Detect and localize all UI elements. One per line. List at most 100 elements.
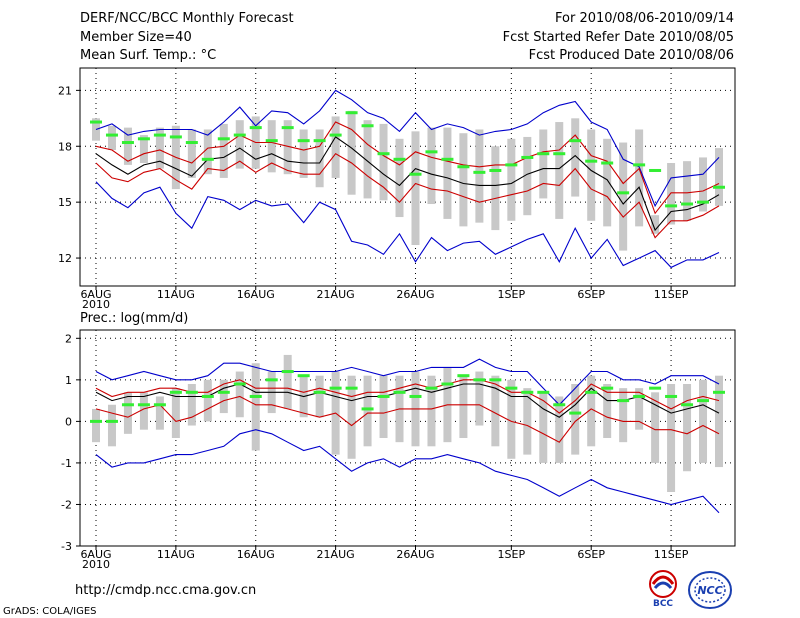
x-tick-label: 26AUG (396, 288, 434, 301)
observed-mark (409, 394, 422, 398)
x-tick-label: 26AUG (396, 548, 434, 561)
spread-box (379, 123, 388, 201)
spread-box (92, 408, 100, 443)
x-tick-label: 6SEP (577, 288, 605, 301)
observed-mark (425, 150, 438, 154)
spread-box (123, 392, 132, 434)
ncc-logo-icon: NCC (688, 571, 732, 609)
observed-mark (585, 159, 598, 163)
spread-box (171, 388, 180, 438)
observed-mark (393, 157, 406, 161)
observed-mark (217, 390, 230, 394)
x-tick-label: 11AUG (157, 288, 195, 301)
spread-box (571, 118, 580, 197)
observed-mark (169, 135, 182, 139)
observed-mark (377, 394, 390, 398)
spread-box (459, 133, 468, 227)
spread-box (107, 125, 116, 150)
spread-box (379, 375, 388, 438)
observed-mark (681, 403, 694, 407)
observed-mark (521, 390, 534, 394)
x-tick-label: 21AUG (317, 288, 355, 301)
observed-mark (425, 386, 438, 390)
upper-line (95, 379, 720, 414)
spread-box (139, 392, 148, 430)
spread-box (587, 375, 596, 447)
observed-mark (265, 139, 278, 143)
y-tick-label: 1 (65, 374, 72, 387)
spread-box (699, 379, 708, 463)
observed-mark (169, 390, 182, 394)
observed-mark (569, 139, 582, 143)
upper-line (95, 121, 720, 215)
spread-box (107, 404, 116, 447)
observed-mark (601, 161, 614, 165)
observed-mark (233, 133, 246, 137)
observed-mark (281, 126, 294, 130)
observed-mark (697, 399, 710, 403)
variable-label: Mean Surf. Temp.: °C (80, 48, 217, 63)
observed-mark (201, 394, 214, 398)
observed-mark (105, 419, 118, 423)
max-line (95, 89, 720, 208)
observed-mark (505, 386, 518, 390)
min-line (95, 429, 720, 514)
max-line (95, 358, 720, 406)
source-url[interactable]: http://cmdp.ncc.cma.gov.cn (75, 583, 257, 598)
spread-box (667, 163, 676, 225)
spread-box (635, 129, 644, 227)
observed-mark (409, 172, 422, 176)
chart-title: DERF/NCC/BCC Monthly Forecast (80, 11, 294, 26)
spread-box (683, 161, 692, 221)
x-tick-label: 21AUG (317, 548, 355, 561)
temperature-plot-frame (79, 67, 736, 287)
observed-mark (90, 419, 102, 423)
spread-box (363, 375, 372, 447)
observed-mark (297, 139, 310, 143)
observed-mark (361, 124, 374, 128)
spread-box (443, 127, 452, 219)
spread-box (267, 120, 276, 173)
spread-box (363, 120, 372, 199)
observed-mark (585, 390, 598, 394)
spread-box (651, 392, 660, 463)
x-year-label: 2010 (82, 558, 110, 571)
spread-box (523, 136, 532, 216)
x-tick-label: 16AUG (237, 288, 275, 301)
spread-box (571, 384, 580, 455)
observed-mark (649, 168, 662, 172)
spread-box (507, 138, 516, 221)
observed-mark (137, 403, 150, 407)
observed-mark (393, 390, 406, 394)
observed-mark (521, 155, 534, 159)
observed-mark (249, 126, 262, 130)
spread-box (699, 157, 708, 212)
observed-mark (457, 374, 470, 378)
spread-box (555, 396, 564, 463)
observed-mark (665, 394, 678, 398)
spread-box (155, 127, 164, 169)
spread-box (715, 375, 723, 468)
spread-box (715, 148, 723, 206)
spread-box (475, 129, 484, 223)
y-tick-label: -1 (61, 457, 72, 470)
spread-box (539, 129, 548, 199)
spread-box (283, 354, 292, 409)
observed-mark (697, 200, 710, 204)
spread-box (203, 379, 212, 422)
spread-box (187, 384, 196, 426)
observed-mark (713, 390, 725, 394)
y-tick-label: -2 (61, 498, 72, 511)
observed-mark (105, 133, 118, 137)
observed-mark (121, 403, 134, 407)
x-tick-label: 6AUG (80, 548, 111, 561)
mean-line (95, 136, 720, 232)
spread-box (283, 120, 292, 175)
observed-mark (249, 394, 262, 398)
observed-mark (457, 165, 470, 169)
spread-box (603, 384, 612, 438)
spread-box (411, 131, 420, 246)
spread-box (523, 388, 532, 455)
